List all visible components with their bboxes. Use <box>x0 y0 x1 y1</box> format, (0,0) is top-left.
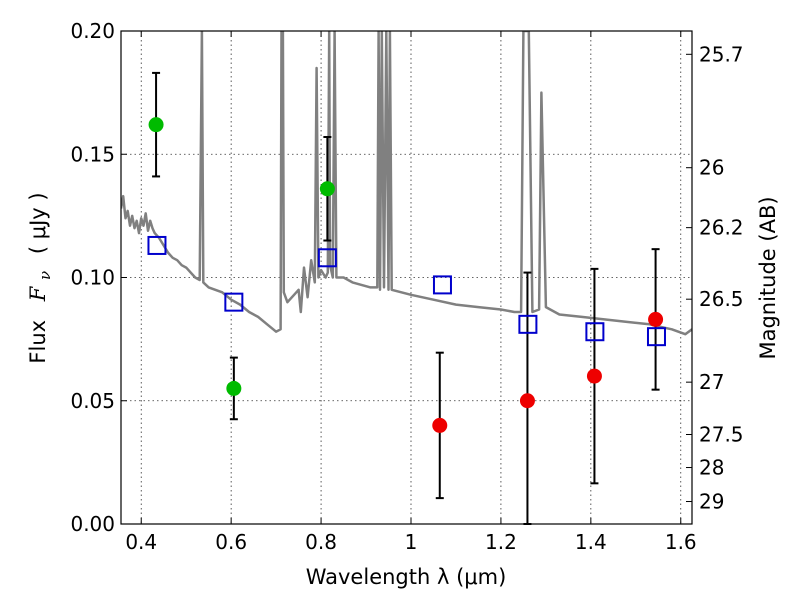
right-tick-label: 29 <box>699 490 724 514</box>
y-tick-label: 0.05 <box>70 389 115 413</box>
y-axis-title-prefix: Flux <box>26 320 50 364</box>
y-axis-title-unit: ( μJy ) <box>26 192 50 254</box>
x-tick-label: 1.6 <box>665 530 697 554</box>
right-tick-label: 26 <box>699 156 724 180</box>
model-spectrum <box>121 31 692 336</box>
low-significance-point <box>586 368 602 384</box>
model-point <box>646 327 666 347</box>
low-significance-point <box>432 417 448 433</box>
right-tick-label: 26.2 <box>699 216 744 240</box>
low-significance-point <box>519 393 535 409</box>
detection-point <box>148 117 164 133</box>
x-tick-label: 0.6 <box>215 530 247 554</box>
right-tick-label: 28 <box>699 456 724 480</box>
right-tick-label: 27 <box>699 370 724 394</box>
model-point <box>432 275 452 295</box>
right-tick-label: 26.5 <box>699 287 744 311</box>
x-tick-label: 1 <box>405 530 418 554</box>
x-axis-title: Wavelength λ (μm) <box>306 565 507 589</box>
y-axis-title: Flux F ν ( μJy ) <box>26 192 55 363</box>
tick-labels: 0.4 0.6 0.8 1 1.2 1.4 1.6 0.00 0.05 0.10 0.15 0.20 2… <box>70 19 743 554</box>
x-tick-label: 0.8 <box>305 530 337 554</box>
right-tick-label: 27.5 <box>699 423 744 447</box>
y-axis-title-symbol: F <box>26 285 50 302</box>
axis-ticks <box>121 30 692 525</box>
model-point <box>317 248 337 268</box>
spectrum-line <box>121 31 692 336</box>
low-significance-point <box>648 311 664 327</box>
y-tick-label: 0.15 <box>70 142 115 166</box>
x-tick-label: 1.2 <box>485 530 517 554</box>
y-tick-label: 0.00 <box>70 512 115 536</box>
grid-lines <box>121 31 692 524</box>
x-tick-label: 0.4 <box>125 530 157 554</box>
model-point <box>518 314 538 334</box>
detection-point <box>226 380 242 396</box>
y-axis-title-subscript: ν <box>36 271 54 280</box>
detection-point <box>319 181 335 197</box>
model-point <box>585 322 605 342</box>
y-tick-label: 0.10 <box>70 266 115 290</box>
model-point <box>147 235 167 255</box>
data-points <box>147 71 666 525</box>
model-point <box>224 292 244 312</box>
y-tick-label: 0.20 <box>70 19 115 43</box>
right-axis-title: Magnitude (AB) <box>756 196 780 359</box>
x-tick-label: 1.4 <box>575 530 607 554</box>
right-tick-label: 25.7 <box>699 42 744 66</box>
